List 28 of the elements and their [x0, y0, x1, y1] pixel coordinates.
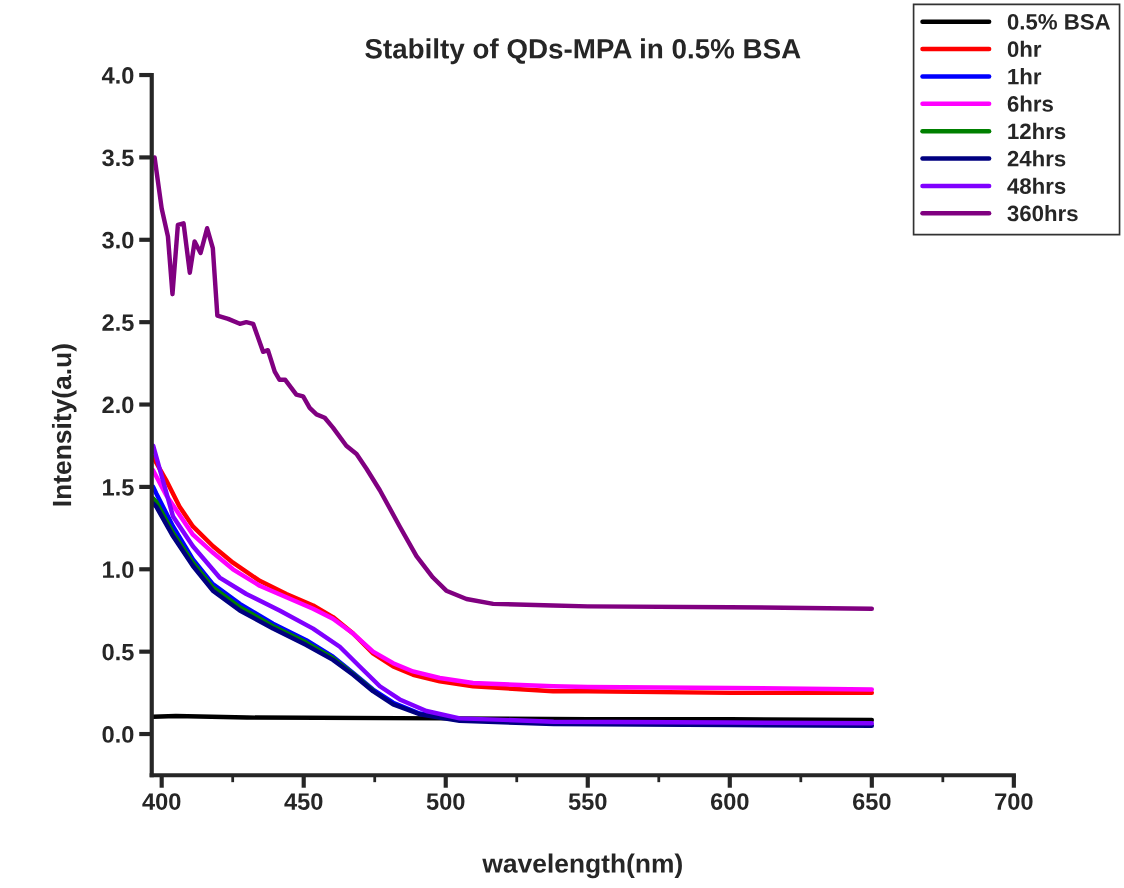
legend-label: 24hrs — [1007, 150, 1066, 167]
x-axis-title: wavelength(nm) — [482, 853, 682, 879]
x-tick-label: 650 — [852, 793, 891, 810]
x-tick-label: 450 — [284, 793, 323, 810]
y-tick-label: 0.5 — [102, 643, 134, 661]
y-tick-label: 3.5 — [102, 149, 134, 167]
y-tick-label: 4.0 — [101, 67, 134, 84]
legend-label: 48hrs — [1007, 177, 1066, 194]
y-tick-label: 2.0 — [102, 396, 134, 414]
y-tick-label: 2.5 — [102, 314, 134, 331]
legend-label: 6hrs — [1007, 95, 1053, 112]
legend-label: 1hr — [1008, 68, 1042, 85]
y-axis-title: Intensity(a.u) — [51, 344, 77, 506]
x-tick-label: 550 — [568, 793, 607, 810]
y-tick-label: 3.0 — [102, 231, 134, 249]
line-series — [152, 155, 875, 612]
legend-label: 0hr — [1007, 40, 1042, 58]
x-tick-label: 400 — [142, 793, 181, 810]
x-tick-label: 600 — [710, 793, 749, 810]
y-tick-label: 1.0 — [103, 561, 134, 579]
y-tick-label: 0.0 — [102, 726, 134, 743]
x-tick-label: 700 — [995, 793, 1033, 810]
y-tick-label: 1.5 — [103, 479, 134, 496]
x-tick-label: 500 — [426, 793, 465, 810]
legend-label: 360hrs — [1007, 205, 1078, 222]
legend-label: 0.5% BSA — [1007, 13, 1111, 30]
legend-label: 12hrs — [1008, 122, 1066, 140]
chart-title: Stabilty of QDs-MPA in 0.5% BSA — [365, 38, 801, 65]
